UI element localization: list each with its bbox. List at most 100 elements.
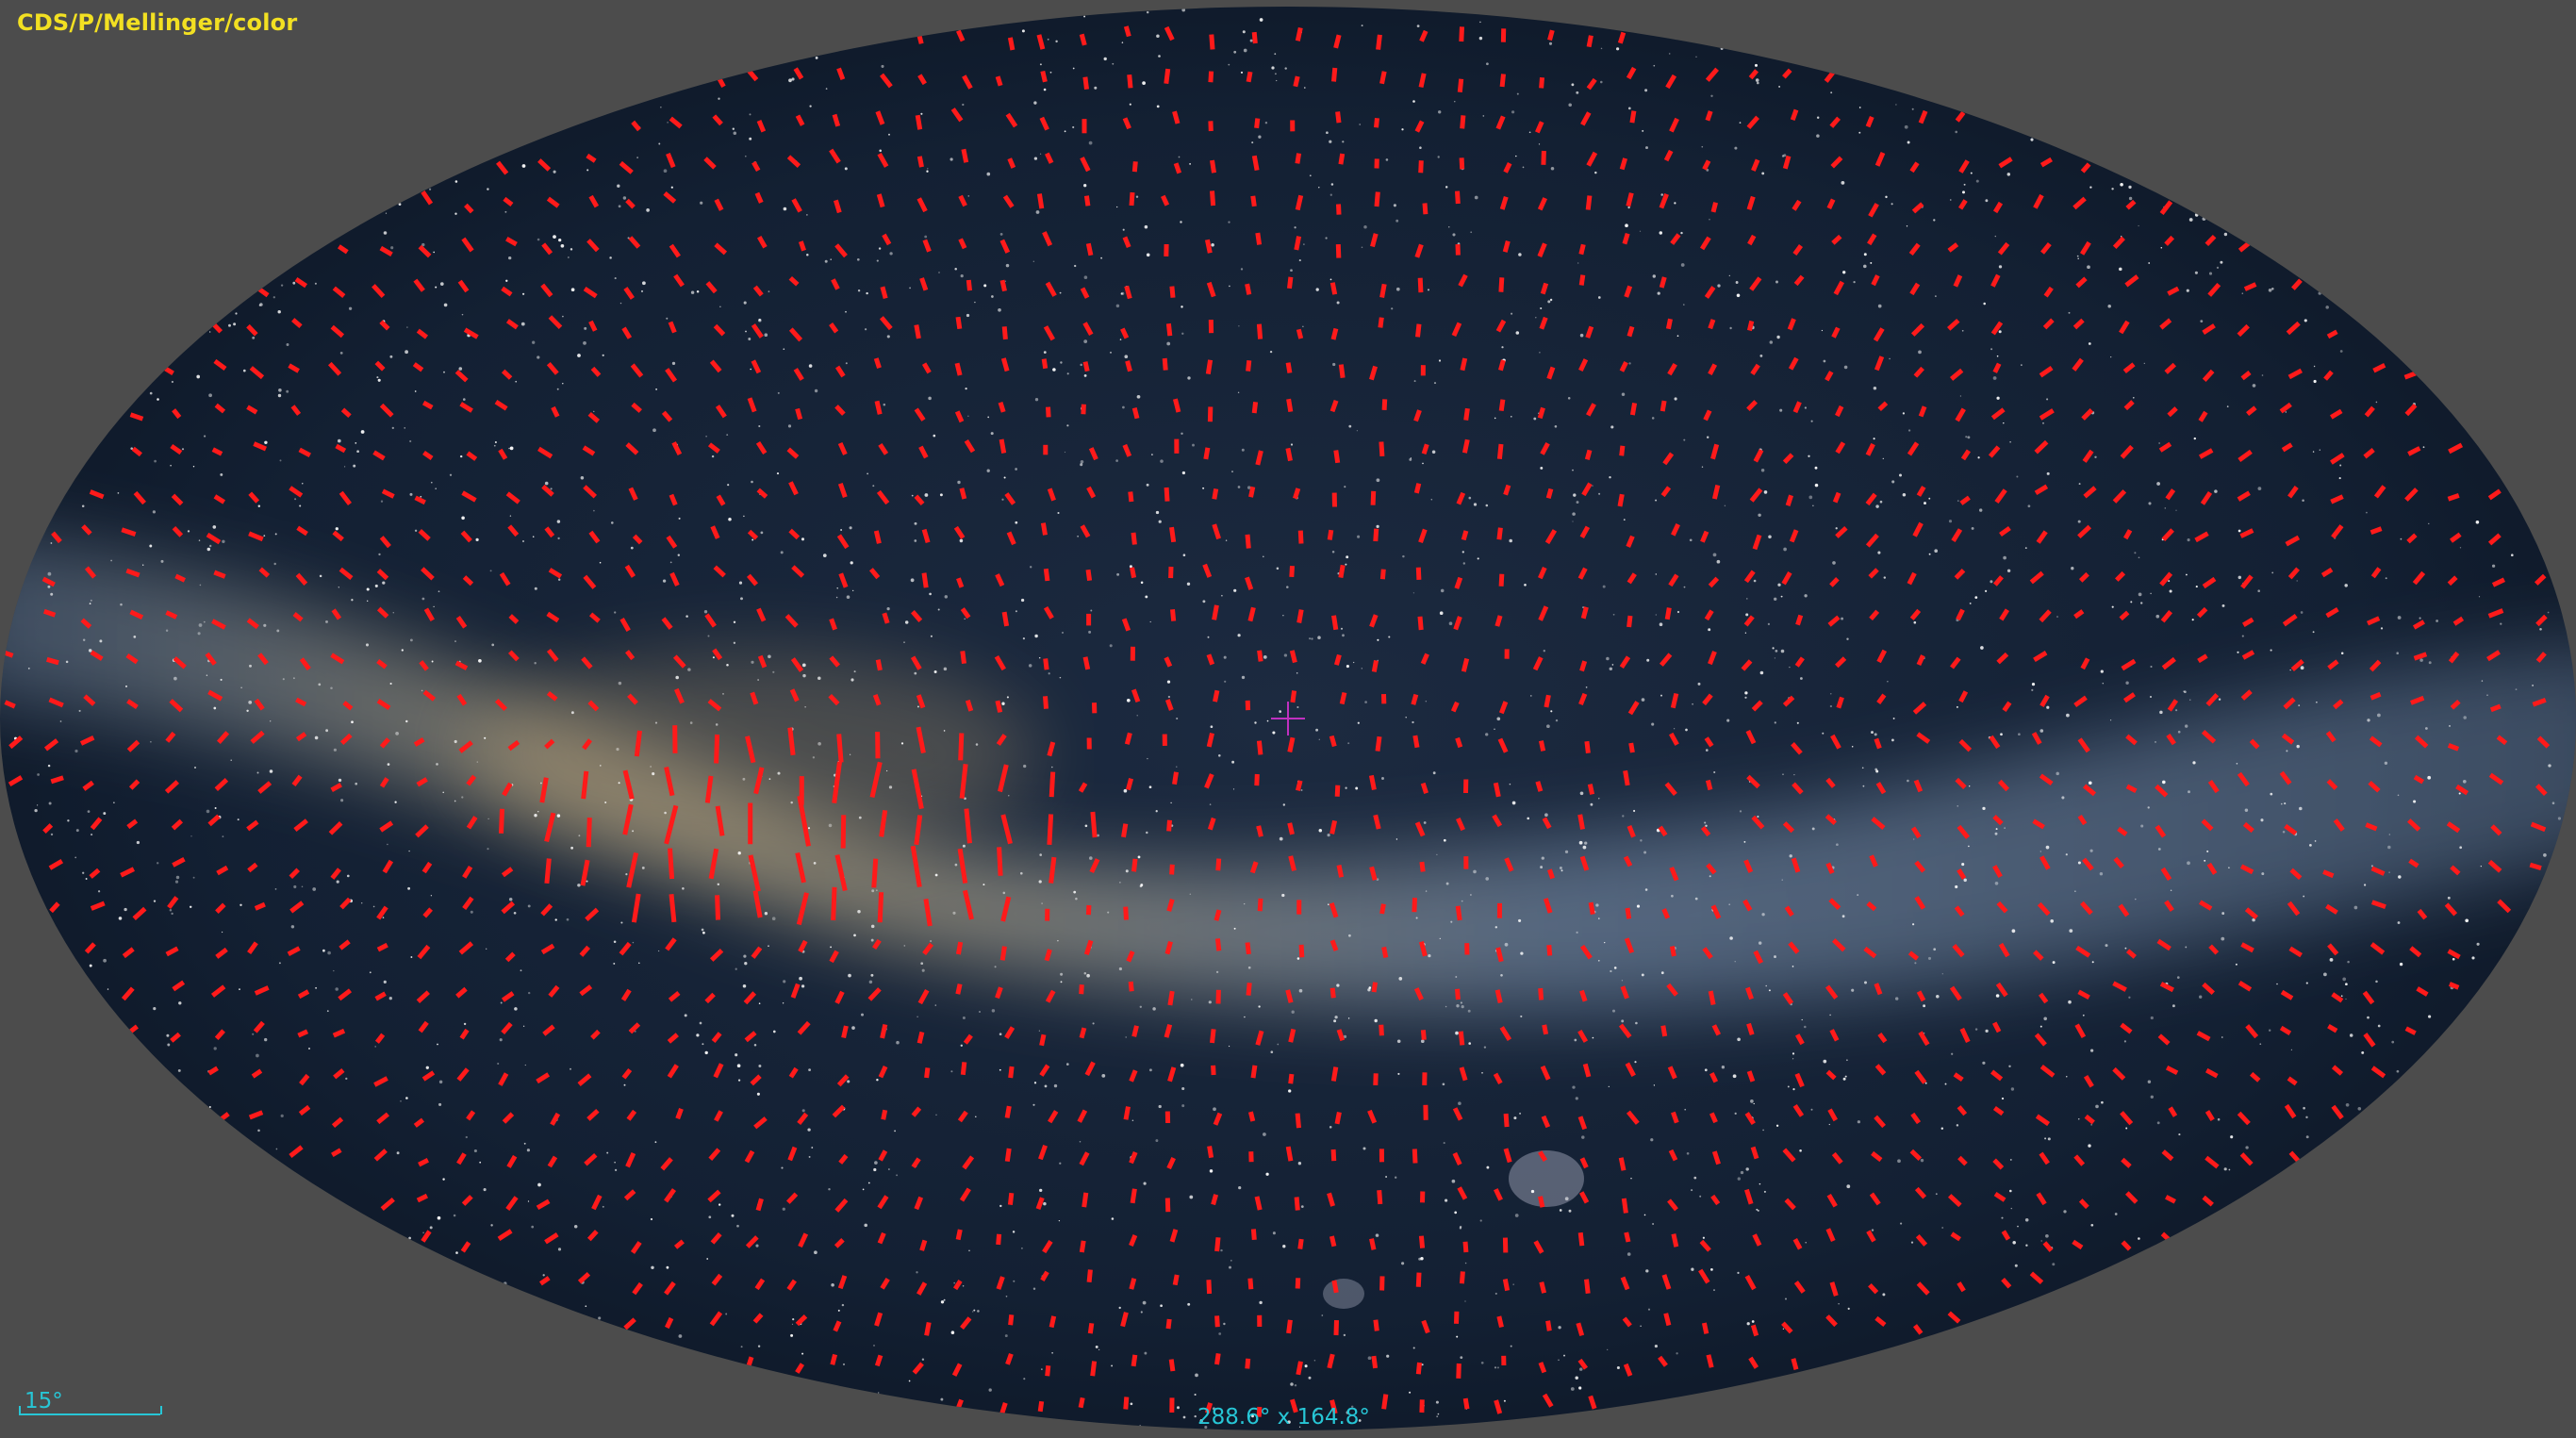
polarization-segment <box>90 650 104 661</box>
star <box>312 887 317 891</box>
star <box>1334 1016 1338 1019</box>
star <box>2040 1240 2042 1242</box>
star <box>570 248 573 251</box>
star <box>1836 843 1839 847</box>
star <box>2148 262 2151 264</box>
polarization-segment <box>506 1154 518 1168</box>
star <box>2095 1104 2099 1109</box>
star <box>1120 292 1123 295</box>
star <box>1032 260 1034 262</box>
star <box>187 530 190 533</box>
polarization-segment <box>1664 607 1672 620</box>
polarization-segment <box>1295 153 1302 164</box>
polarization-segment <box>2240 689 2253 701</box>
star <box>1279 710 1282 713</box>
star <box>2039 1025 2042 1028</box>
polarization-segment <box>924 1321 932 1336</box>
star <box>1516 92 1519 95</box>
star <box>2539 628 2542 631</box>
star <box>1627 107 1631 110</box>
star <box>428 188 432 190</box>
polarization-segment <box>1538 1150 1548 1163</box>
polarization-segment <box>715 805 725 836</box>
polarization-segment <box>2035 1114 2051 1127</box>
star <box>1816 116 1820 119</box>
star <box>1625 223 1628 228</box>
star <box>1296 705 1299 709</box>
star <box>1743 840 1746 843</box>
polarization-segment <box>707 1189 721 1203</box>
polarization-segment <box>540 283 553 298</box>
star <box>623 1083 626 1086</box>
star <box>1564 850 1569 854</box>
star <box>1792 1058 1794 1060</box>
star <box>2046 705 2050 709</box>
polarization-segment <box>291 774 303 787</box>
star <box>642 281 646 286</box>
star <box>1676 335 1679 338</box>
polarization-segment <box>1710 904 1722 919</box>
polarization-segment <box>964 808 972 844</box>
star <box>1576 91 1579 94</box>
polarization-segment <box>2074 1023 2087 1039</box>
polarization-segment <box>1209 34 1215 50</box>
polarization-segment <box>1912 702 1927 715</box>
star <box>669 561 672 564</box>
star <box>1442 1083 1445 1086</box>
star <box>2515 688 2518 690</box>
polarization-segment <box>2279 402 2292 414</box>
star <box>731 1214 735 1217</box>
star <box>1458 1101 1461 1105</box>
star <box>2186 289 2189 292</box>
polarization-segment <box>2330 494 2344 504</box>
polarization-segment <box>1297 1238 1304 1249</box>
star <box>2316 701 2318 703</box>
polarization-segment <box>1452 1151 1462 1165</box>
star <box>537 355 540 359</box>
star <box>1924 502 1926 505</box>
star <box>717 883 720 886</box>
polarization-segment <box>466 451 478 461</box>
polarization-segment <box>708 848 719 880</box>
star <box>2480 865 2482 868</box>
scale-bar: 15° <box>15 1389 166 1417</box>
polarization-segment <box>1254 1196 1263 1211</box>
star <box>1782 773 1784 775</box>
star <box>1388 636 1391 638</box>
polarization-segment <box>1458 1031 1465 1046</box>
star <box>1594 171 1597 174</box>
polarization-segment <box>207 1066 219 1076</box>
polarization-segment <box>121 986 135 1001</box>
polarization-segment <box>1826 1193 1838 1208</box>
polarization-segment <box>129 609 144 620</box>
polarization-segment <box>1415 323 1422 338</box>
star <box>2088 342 2091 345</box>
polarization-segment <box>539 777 549 803</box>
polarization-segment <box>1414 821 1426 837</box>
survey-label[interactable]: CDS/P/Mellinger/color <box>17 9 298 36</box>
polarization-segment <box>2082 449 2094 463</box>
polarization-segment <box>2240 574 2254 589</box>
star <box>1655 573 1658 575</box>
star <box>2066 713 2070 718</box>
polarization-segment <box>544 738 555 750</box>
star <box>1294 226 1296 229</box>
polarization-segment <box>1203 447 1211 460</box>
polarization-segment <box>1877 1033 1888 1044</box>
star <box>1541 856 1544 860</box>
star <box>1336 301 1340 305</box>
polarization-segment <box>342 701 354 711</box>
star <box>1207 636 1210 638</box>
star <box>157 862 159 865</box>
polarization-segment <box>2121 1240 2132 1251</box>
star <box>378 553 381 556</box>
polarization-segment <box>2125 199 2137 210</box>
star <box>1072 67 1075 70</box>
star <box>1123 788 1128 793</box>
polarization-segment <box>834 1198 849 1213</box>
polarization-segment <box>2121 1157 2132 1168</box>
star <box>632 941 635 944</box>
polarization-segment <box>2246 405 2257 417</box>
